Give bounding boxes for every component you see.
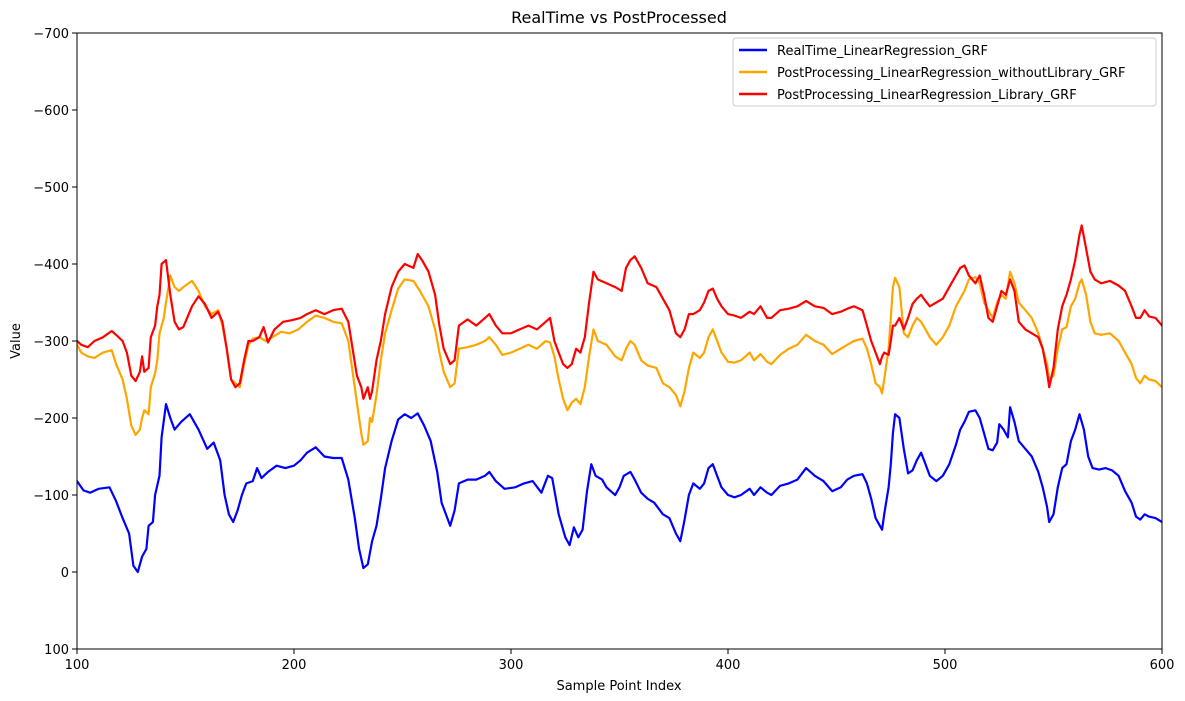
x-axis: 100 200 300 400 500 600 — [65, 649, 1175, 673]
y-tick-label: −200 — [33, 412, 69, 427]
y-tick-label: −400 — [33, 258, 69, 273]
x-tick-label: 500 — [933, 658, 958, 673]
x-tick-label: 300 — [499, 658, 524, 673]
y-axis: −700 −600 −500 −400 −300 −200 −100 0 100 — [33, 27, 77, 658]
x-tick-label: 100 — [65, 658, 90, 673]
y-tick-label: −100 — [33, 489, 69, 504]
series-line-2 — [77, 224, 1162, 400]
y-tick-label: 0 — [61, 566, 69, 581]
chart-title: RealTime vs PostProcessed — [511, 8, 727, 27]
y-tick-label: −500 — [33, 181, 69, 196]
x-tick-label: 600 — [1150, 658, 1175, 673]
legend-label: RealTime_LinearRegression_GRF — [777, 44, 988, 59]
series-layer — [77, 224, 1162, 574]
y-tick-label: −600 — [33, 104, 69, 119]
series-line-0 — [77, 403, 1162, 574]
legend-label: PostProcessing_LinearRegression_Library_… — [777, 88, 1077, 103]
y-tick-label: −700 — [33, 27, 69, 42]
legend-label: PostProcessing_LinearRegression_withoutL… — [777, 66, 1126, 81]
y-axis-label: Value — [9, 323, 24, 359]
y-tick-label: −300 — [33, 335, 69, 350]
x-tick-label: 200 — [282, 658, 307, 673]
x-axis-label: Sample Point Index — [556, 679, 681, 694]
legend-box — [732, 37, 1157, 107]
y-tick-label: 100 — [44, 643, 69, 658]
x-tick-label: 400 — [716, 658, 741, 673]
legend: RealTime_LinearRegression_GRF PostProcess… — [732, 37, 1157, 107]
